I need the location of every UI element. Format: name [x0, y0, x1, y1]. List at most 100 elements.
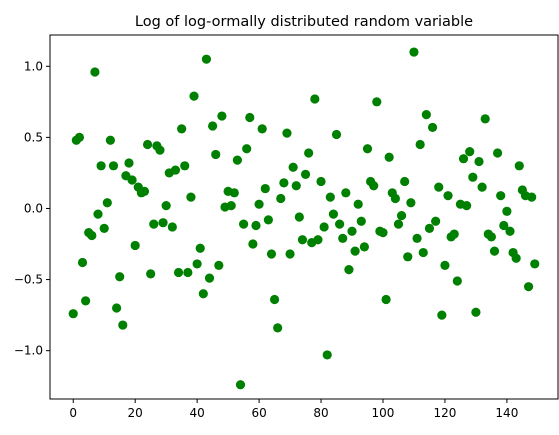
data-point: [282, 128, 292, 138]
data-point: [68, 309, 78, 319]
data-point: [325, 192, 335, 202]
data-point: [170, 165, 181, 175]
data-point: [344, 265, 354, 275]
data-point: [465, 146, 475, 157]
data-point: [251, 220, 261, 231]
data-point: [310, 94, 320, 104]
data-point: [266, 249, 277, 259]
data-point: [350, 246, 360, 256]
data-point: [158, 218, 168, 228]
data-point: [269, 294, 280, 305]
data-point: [115, 272, 125, 282]
data-point: [192, 259, 202, 269]
data-point: [142, 139, 153, 150]
data-point: [468, 172, 478, 182]
data-point: [499, 220, 509, 231]
x-tick-label: 20: [128, 406, 143, 420]
data-point: [232, 155, 242, 165]
data-point: [390, 193, 400, 204]
x-tick-label: 40: [189, 406, 204, 420]
data-point: [489, 246, 500, 256]
data-point: [279, 178, 289, 188]
data-point: [208, 121, 218, 131]
data-point: [108, 161, 119, 171]
data-point: [440, 260, 450, 270]
data-point: [124, 158, 134, 168]
data-point: [93, 209, 103, 219]
data-point: [384, 152, 394, 162]
data-point: [353, 199, 363, 209]
data-point: [96, 161, 106, 171]
data-point: [226, 201, 236, 211]
data-points: [68, 47, 540, 390]
data-point: [393, 219, 404, 229]
data-point: [291, 181, 301, 191]
x-tick-label: 120: [433, 406, 456, 420]
data-point: [186, 192, 196, 202]
data-point: [260, 183, 270, 194]
data-point: [341, 188, 351, 198]
y-tick-label: 0.5: [24, 130, 43, 144]
data-point: [112, 303, 122, 313]
data-point: [335, 219, 345, 229]
data-point: [167, 222, 177, 232]
data-point: [511, 253, 521, 263]
data-point: [474, 156, 484, 167]
data-point: [356, 216, 366, 226]
data-point: [161, 201, 171, 211]
data-point: [434, 182, 444, 192]
data-point: [412, 233, 422, 243]
data-point: [313, 235, 323, 245]
data-point: [316, 176, 326, 187]
data-point: [319, 222, 329, 232]
data-point: [276, 193, 286, 204]
data-point: [502, 206, 512, 216]
data-point: [347, 226, 357, 236]
data-point: [403, 252, 413, 262]
y-tick-label: −1.0: [14, 344, 43, 358]
data-point: [77, 257, 88, 268]
data-point: [254, 199, 264, 209]
data-point: [406, 198, 416, 208]
data-point: [263, 215, 273, 225]
data-point: [239, 219, 249, 229]
data-point: [127, 175, 137, 185]
data-point: [452, 276, 462, 286]
data-point: [273, 323, 283, 333]
data-point: [229, 188, 239, 198]
data-point: [173, 267, 184, 278]
data-point: [505, 226, 515, 236]
data-point: [331, 129, 342, 140]
data-point: [443, 191, 453, 201]
data-point: [322, 350, 332, 360]
data-point: [486, 232, 496, 242]
data-point: [378, 228, 388, 238]
data-point: [304, 148, 314, 158]
data-point: [99, 223, 109, 233]
data-point: [359, 242, 369, 252]
data-point: [245, 112, 255, 123]
data-point: [437, 310, 447, 320]
x-tick-label: 100: [372, 406, 395, 420]
data-point: [449, 229, 459, 239]
data-point: [102, 198, 112, 208]
data-point: [183, 267, 193, 278]
data-point: [477, 182, 487, 192]
y-axis-ticks: −1.0 −0.5 0.0 0.5 1.0: [14, 59, 50, 358]
data-point: [396, 210, 407, 221]
data-point: [297, 235, 308, 245]
data-point: [471, 307, 481, 317]
data-point: [189, 91, 199, 101]
data-point: [415, 139, 425, 150]
data-point: [214, 260, 224, 270]
data-point: [105, 135, 115, 145]
data-point: [300, 169, 311, 179]
data-point: [369, 181, 379, 191]
data-point: [149, 219, 159, 229]
data-point: [257, 124, 267, 134]
x-tick-label: 60: [251, 406, 266, 420]
data-point: [523, 282, 534, 292]
data-point: [530, 259, 540, 269]
data-point: [493, 148, 503, 158]
